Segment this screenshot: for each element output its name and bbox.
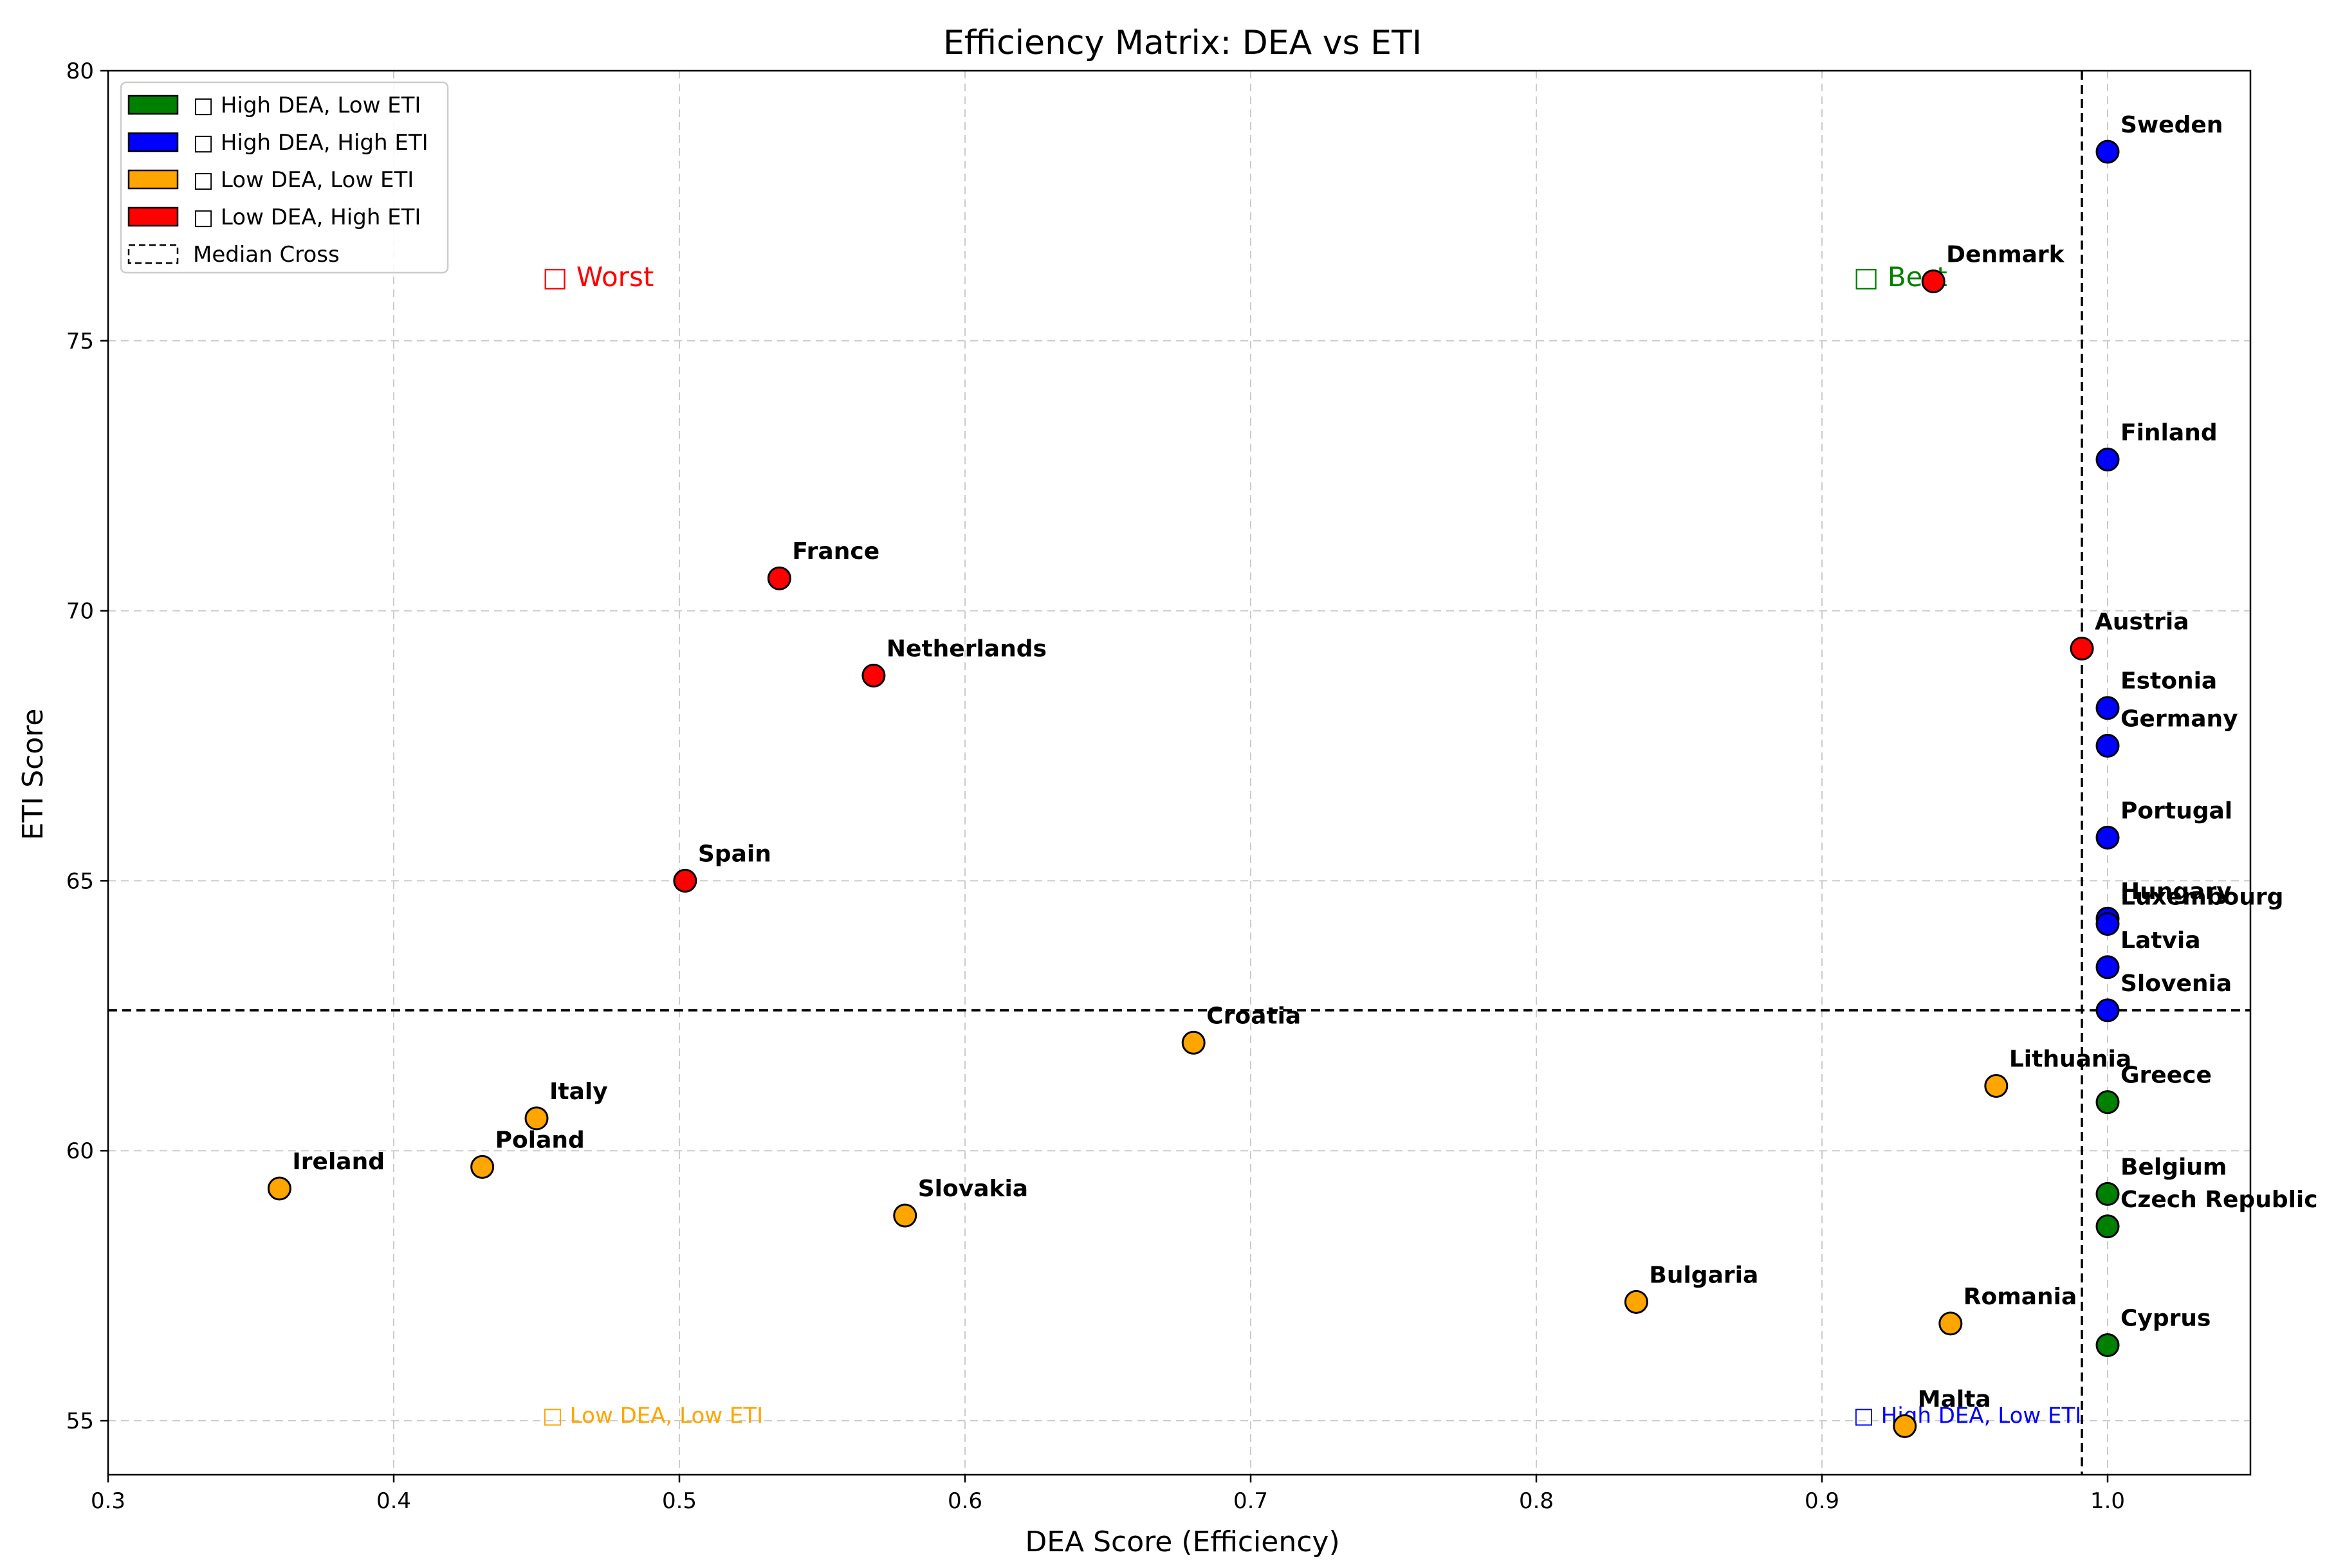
plot-frame	[107, 69, 2252, 1476]
data-point	[2095, 734, 2120, 758]
y-axis-label: ETI Score	[17, 709, 50, 841]
point-label: Austria	[2095, 608, 2189, 635]
data-point	[470, 1154, 495, 1179]
legend-label: □ High DEA, Low ETI	[193, 93, 421, 118]
quadrant-label: □ Low DEA, Low ETI	[542, 1403, 763, 1429]
point-label: Cyprus	[2120, 1305, 2211, 1331]
median-cross	[108, 71, 2250, 1475]
point-label: Slovakia	[918, 1176, 1028, 1202]
x-tick-label: 0.9	[1805, 1488, 1839, 1514]
legend-label: □ Low DEA, Low ETI	[193, 167, 414, 193]
point-label: Latvia	[2120, 927, 2201, 954]
point-label: Finland	[2120, 420, 2218, 446]
point-label: Belgium	[2120, 1154, 2227, 1180]
data-point	[893, 1203, 917, 1228]
data-point	[2095, 140, 2120, 164]
legend-swatch	[127, 95, 179, 115]
point-label: Slovenia	[2120, 971, 2232, 997]
point-label: Germany	[2120, 706, 2238, 733]
chart-title: Efficiency Matrix: DEA vs ETI	[943, 24, 1422, 62]
point-label: Lithuania	[2009, 1046, 2131, 1072]
point-labels: Sweden Finland Estonia Germany Portugal Hunga…	[292, 112, 2317, 1412]
legend: □ High DEA, Low ETI □ High DEA, High ETI □…	[120, 81, 449, 274]
axes: 0.3 0.4 0.5 0.6 0.7 0.8 0.9 1.0 55 60 65 70 75 80	[66, 59, 2252, 1514]
quadrant-label: □ High DEA, Low ETI	[1853, 1403, 2081, 1429]
data-point	[2095, 825, 2120, 850]
legend-label: Median Cross	[193, 242, 340, 268]
data-point	[2095, 1214, 2120, 1239]
data-point	[861, 663, 886, 688]
x-tick-label: 0.4	[376, 1488, 411, 1514]
point-label: Malta	[1918, 1386, 1991, 1412]
legend-label: □ Low DEA, High ETI	[193, 205, 421, 230]
data-point	[767, 566, 791, 590]
point-label: Denmark	[1946, 241, 2065, 268]
legend-box	[120, 81, 449, 274]
data-points	[267, 140, 2120, 1438]
y-tick-label: 80	[66, 59, 94, 84]
data-point	[1984, 1073, 2009, 1098]
quadrant-label: □ Worst	[542, 261, 654, 293]
point-label: Netherlands	[887, 635, 1047, 662]
data-point	[673, 868, 697, 893]
legend-swatch	[127, 244, 179, 264]
point-label: Czech Republic	[2120, 1187, 2318, 1213]
data-point	[267, 1176, 291, 1201]
point-label: Spain	[698, 841, 771, 867]
point-label: Romania	[1964, 1284, 2077, 1310]
point-label: Estonia	[2120, 668, 2217, 695]
y-tick-label: 70	[66, 599, 94, 624]
point-label: Ireland	[292, 1149, 385, 1175]
data-point	[1921, 269, 1945, 293]
x-axis-label: DEA Score (Efficiency)	[1025, 1526, 1339, 1558]
y-tick-label: 75	[66, 329, 94, 354]
data-point	[2095, 1181, 2120, 1206]
legend-swatch	[127, 206, 179, 227]
point-label: Croatia	[1206, 1003, 1301, 1029]
y-tick-label: 65	[66, 868, 94, 894]
data-point	[2070, 636, 2094, 661]
point-label: Luxembourg	[2120, 884, 2283, 911]
point-label: Greece	[2120, 1062, 2212, 1089]
x-tick-label: 0.7	[1233, 1488, 1268, 1514]
point-label: Hungary	[2120, 879, 2232, 905]
data-point	[2095, 998, 2120, 1023]
x-tick-label: 0.8	[1519, 1488, 1554, 1514]
legend-swatch	[127, 132, 179, 152]
data-point	[2095, 448, 2120, 472]
x-tick-label: 0.6	[948, 1488, 982, 1514]
point-label: France	[792, 538, 879, 565]
data-point	[1938, 1311, 1963, 1336]
data-point	[2095, 912, 2120, 936]
x-tick-label: 0.5	[662, 1488, 697, 1514]
legend-label: □ High DEA, High ETI	[193, 130, 428, 156]
y-tick-label: 55	[66, 1408, 94, 1434]
point-label: Poland	[495, 1127, 585, 1153]
data-point	[1624, 1290, 1648, 1314]
point-label: Portugal	[2120, 798, 2232, 824]
data-point	[2095, 955, 2120, 980]
data-point	[2095, 1090, 2120, 1115]
data-point	[2095, 1333, 2120, 1357]
data-point	[524, 1106, 549, 1131]
x-tick-label: 0.3	[91, 1488, 125, 1514]
data-point	[2095, 696, 2120, 720]
legend-swatch	[127, 169, 179, 190]
x-tick-label: 1.0	[2090, 1488, 2125, 1514]
point-label: Italy	[549, 1079, 608, 1105]
data-point	[1181, 1030, 1206, 1055]
point-label: Sweden	[2120, 112, 2223, 138]
point-label: Bulgaria	[1649, 1262, 1758, 1288]
y-tick-label: 60	[66, 1138, 94, 1164]
data-point	[1893, 1414, 1917, 1438]
